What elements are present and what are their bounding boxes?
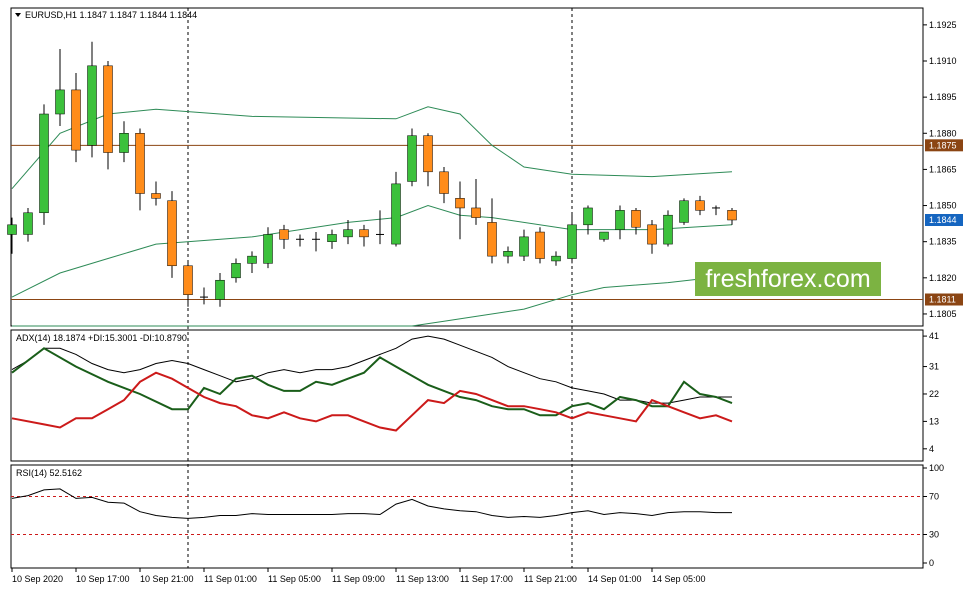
candle-body	[215, 279, 225, 300]
band-line-lower	[12, 274, 733, 327]
rsi-series-line	[11, 488, 732, 519]
adx-tick-label: 41	[929, 331, 939, 341]
price-tick-label: 1.1925	[929, 20, 957, 30]
candle-body	[23, 212, 33, 235]
candle-body	[551, 255, 561, 262]
time-tick-label: 11 Sep 09:00	[332, 574, 385, 584]
candle-body	[87, 65, 97, 146]
triangle-down-icon[interactable]	[15, 13, 21, 17]
watermark-text: freshforex.com	[705, 265, 870, 293]
candle-body	[423, 135, 433, 173]
candle-body	[727, 210, 737, 221]
price-tick-label: 1.1850	[929, 201, 957, 211]
current-price-tag-label: 1.1844	[929, 215, 957, 225]
candle-body	[135, 133, 145, 194]
level-price-tag-label: 1.1811	[929, 295, 956, 305]
candle-body	[631, 210, 641, 228]
rsi-panel[interactable]	[10, 464, 924, 569]
time-tick-label: 10 Sep 21:00	[140, 574, 194, 584]
price-tick-label: 1.1865	[929, 164, 957, 174]
candle-body	[695, 200, 705, 211]
adx-tick-label: 13	[929, 416, 939, 426]
price-tick-label: 1.1805	[929, 309, 957, 319]
rsi-tick-label: 0	[929, 558, 934, 568]
candle-body	[487, 222, 497, 257]
time-tick-label: 11 Sep 13:00	[396, 574, 449, 584]
candle-body	[615, 210, 625, 230]
candle-body	[535, 231, 545, 259]
adx-tick-label: 22	[929, 389, 939, 399]
rsi-tick-label: 100	[929, 463, 944, 473]
time-tick-label: 14 Sep 01:00	[588, 574, 642, 584]
candle-body	[359, 229, 369, 238]
symbol-header: EURUSD,H1 1.1847 1.1847 1.1844 1.1844	[25, 10, 197, 20]
candle-body	[103, 65, 113, 153]
candle-body	[455, 198, 465, 209]
candle-body	[151, 193, 161, 199]
candle-body	[439, 171, 449, 194]
adx-series-line	[11, 335, 732, 404]
candle-body	[263, 234, 273, 264]
candle-body	[391, 183, 401, 245]
price-tick-label: 1.1835	[929, 237, 957, 247]
adx-series-line	[11, 371, 733, 432]
candle-body	[599, 231, 609, 240]
adx-panel[interactable]	[10, 329, 924, 462]
level-price-tag	[925, 139, 963, 152]
time-tick-label: 11 Sep 01:00	[204, 574, 257, 584]
price-tick-label: 1.1820	[929, 273, 957, 283]
time-tick-label: 10 Sep 17:00	[76, 574, 130, 584]
candle-body	[519, 236, 529, 257]
candle-body	[663, 214, 673, 245]
candle-body	[679, 200, 689, 223]
candle-body	[119, 133, 129, 153]
candle-body	[407, 135, 417, 182]
candle-body	[647, 224, 657, 245]
candle-body	[567, 224, 577, 259]
time-tick-label: 11 Sep 17:00	[460, 574, 513, 584]
candle-body	[183, 265, 193, 295]
time-tick-label: 11 Sep 05:00	[268, 574, 321, 584]
time-tick-label: 14 Sep 05:00	[652, 574, 706, 584]
time-tick-label: 10 Sep 2020	[12, 574, 63, 584]
candle-body	[279, 229, 289, 240]
candle-body	[247, 255, 257, 264]
candle-body	[71, 89, 81, 151]
adx-tick-label: 4	[929, 444, 934, 454]
time-tick-label: 11 Sep 21:00	[524, 574, 577, 584]
watermark-box	[695, 262, 881, 296]
adx-tick-label: 31	[929, 362, 939, 372]
candle-body	[231, 263, 241, 279]
rsi-label: RSI(14) 52.5162	[16, 468, 82, 478]
price-tick-label: 1.1880	[929, 128, 957, 138]
candle-body	[343, 229, 353, 238]
candle-body	[503, 251, 513, 257]
price-tick-label: 1.1910	[929, 56, 957, 66]
candle-body	[7, 224, 17, 235]
level-price-tag-label: 1.1875	[929, 140, 957, 150]
price-tick-label: 1.1895	[929, 92, 957, 102]
candle-body	[167, 200, 177, 267]
price-panel[interactable]	[10, 7, 924, 327]
candle-body	[55, 89, 65, 115]
candle-body	[39, 113, 49, 214]
rsi-tick-label: 70	[929, 492, 939, 502]
level-price-tag	[925, 293, 963, 306]
candle-body	[327, 234, 337, 242]
candle-body	[583, 207, 593, 226]
current-price-tag	[925, 214, 963, 226]
rsi-tick-label: 30	[929, 530, 939, 540]
adx-label: ADX(14) 18.1874 +DI:15.3001 -DI:10.8790	[16, 333, 187, 343]
candle-body	[471, 207, 481, 218]
